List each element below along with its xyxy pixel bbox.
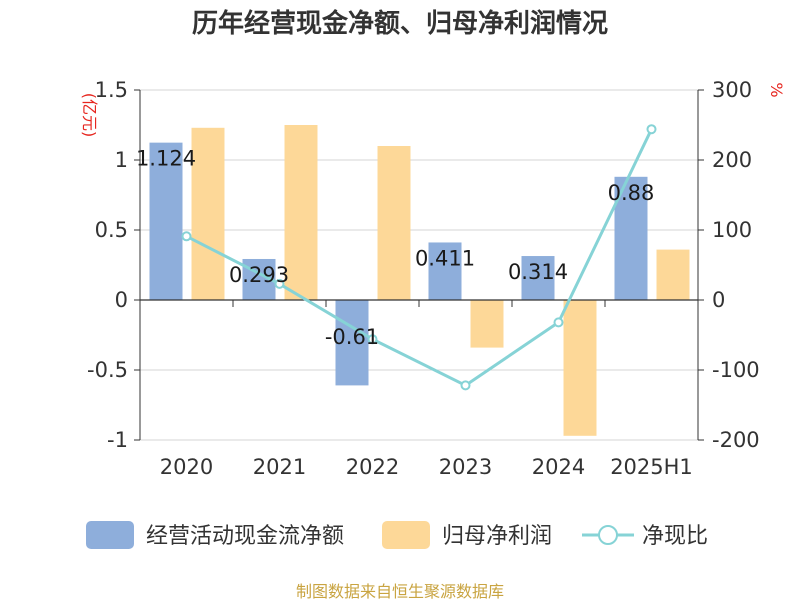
right-tick-label: 300 xyxy=(712,78,752,102)
right-tick-label: -200 xyxy=(712,428,760,452)
cashflow-data-label: 0.293 xyxy=(229,263,289,287)
net-profit-bar xyxy=(284,125,318,300)
net-profit-bar xyxy=(470,300,504,348)
net-cash-ratio-point xyxy=(460,380,471,391)
legend-swatch-cashflow xyxy=(86,521,134,549)
x-tick-label: 2021 xyxy=(253,455,306,479)
legend-label-net-profit: 归母净利润 xyxy=(442,524,552,549)
cashflow-data-label: 0.88 xyxy=(608,181,655,205)
legend-label-net-cash-ratio: 净现比 xyxy=(642,524,708,549)
right-tick-label: -100 xyxy=(712,358,760,382)
cashflow-data-label: -0.61 xyxy=(325,325,379,349)
cashflow-data-label: 0.411 xyxy=(415,246,475,270)
legend: 经营活动现金流净额 归母净利润 净现比 xyxy=(86,521,708,549)
left-tick-label: 0 xyxy=(115,288,128,312)
net-cash-ratio-path xyxy=(185,128,653,388)
net-cash-ratio-point xyxy=(646,124,657,135)
legend-marker-net-cash-ratio xyxy=(598,525,618,545)
zero-axis xyxy=(139,299,699,307)
cashflow-bar xyxy=(335,300,369,386)
legend-swatch-net-profit xyxy=(382,521,430,549)
left-tick-label: 1.5 xyxy=(95,78,128,102)
right-axis-unit: % xyxy=(767,82,786,97)
cashflow-data-label: 0.314 xyxy=(508,260,568,284)
cashflow-data-label: 1.124 xyxy=(136,147,196,171)
cashflow-bar xyxy=(149,142,183,300)
axes: 1.5 1 0.5 0 -0.5 -1 300 200 100 0 -100 -200 2020 2021… xyxy=(87,78,760,479)
source-note: 制图数据来自恒生聚源数据库 xyxy=(296,582,504,600)
right-tick-label: 100 xyxy=(712,218,752,242)
right-tick-label: 200 xyxy=(712,148,752,172)
left-tick-label: -1 xyxy=(107,428,128,452)
legend-label-cashflow: 经营活动现金流净额 xyxy=(146,524,344,549)
gridlines xyxy=(140,89,698,441)
net-profit-bar xyxy=(563,300,597,436)
net-cash-ratio-point xyxy=(553,317,564,328)
chart-title: 历年经营现金净额、归母净利润情况 xyxy=(192,8,608,39)
cashflow-bar xyxy=(428,242,462,300)
left-tick-label: -0.5 xyxy=(87,358,128,382)
net-profit-bar xyxy=(656,249,690,300)
net-profit-bar xyxy=(377,146,411,300)
x-tick-label: 2023 xyxy=(439,455,492,479)
net-cash-ratio-point xyxy=(274,278,285,289)
left-axis-unit: (亿元) xyxy=(80,93,99,138)
cashflow-bar xyxy=(521,256,555,300)
right-tick-label: 0 xyxy=(712,288,725,312)
net-cash-ratio-line xyxy=(181,124,657,391)
left-tick-label: 1 xyxy=(115,148,128,172)
x-tick-label: 2020 xyxy=(160,455,213,479)
x-tick-label: 2024 xyxy=(532,455,585,479)
left-tick-label: 0.5 xyxy=(95,218,128,242)
net-cash-ratio-point xyxy=(181,231,192,242)
bars xyxy=(149,125,690,436)
net-cash-ratio-point xyxy=(367,334,378,345)
net-profit-bar xyxy=(191,127,225,300)
data-labels: 1.124 0.293 -0.61 0.411 0.314 0.88 xyxy=(136,147,654,349)
x-tick-label: 2025H1 xyxy=(610,455,693,479)
x-tick-label: 2022 xyxy=(346,455,399,479)
